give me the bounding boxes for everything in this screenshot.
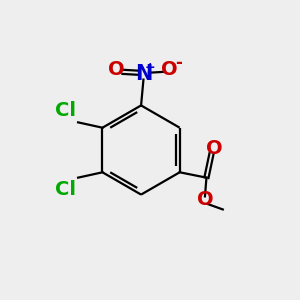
Text: -: - bbox=[175, 54, 182, 72]
Text: Cl: Cl bbox=[55, 180, 76, 199]
Text: O: O bbox=[108, 60, 124, 79]
Text: +: + bbox=[145, 61, 155, 74]
Text: Cl: Cl bbox=[55, 101, 76, 120]
Text: O: O bbox=[206, 139, 223, 158]
Text: O: O bbox=[161, 60, 178, 79]
Text: O: O bbox=[196, 190, 213, 209]
Text: N: N bbox=[135, 64, 152, 84]
